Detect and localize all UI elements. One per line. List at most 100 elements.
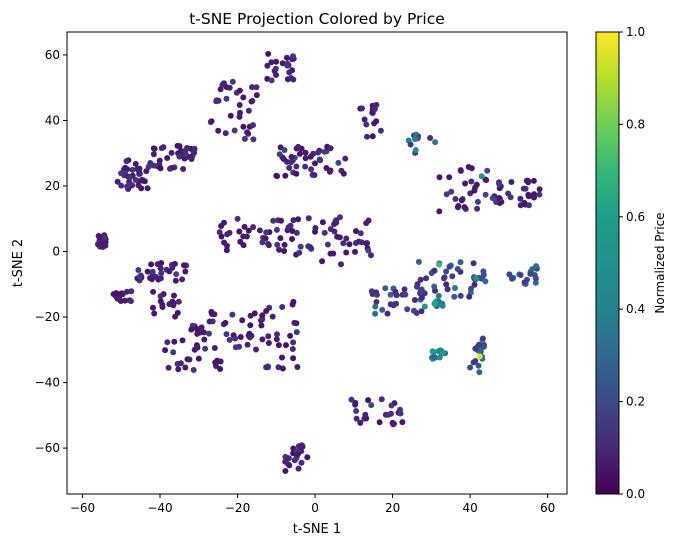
scatter-point — [524, 177, 531, 184]
scatter-point — [136, 273, 143, 280]
scatter-point — [432, 139, 439, 146]
scatter-point — [294, 451, 301, 458]
scatter-point — [295, 216, 302, 223]
scatter-point — [385, 411, 392, 418]
scatter-point — [229, 311, 236, 318]
scatter-point — [407, 141, 414, 148]
scatter-point — [443, 281, 450, 288]
scatter-point — [276, 246, 283, 253]
scatter-point — [241, 135, 248, 142]
x-axis-ticks: −60 −40 −20 0 20 40 60 — [70, 494, 555, 515]
scatter-point — [282, 172, 289, 179]
scatter-point — [278, 217, 284, 224]
scatter-point — [505, 190, 512, 197]
scatter-point — [532, 275, 539, 282]
scatter-point — [482, 191, 489, 198]
x-axis-label: t-SNE 1 — [293, 522, 341, 537]
scatter-point — [452, 285, 458, 291]
scatter-point — [221, 219, 227, 226]
scatter-point — [432, 301, 439, 307]
scatter-point — [321, 229, 328, 236]
scatter-point — [476, 353, 483, 360]
x-tick-label: 40 — [462, 501, 477, 515]
scatter-point — [175, 366, 182, 373]
x-tick-label: 60 — [540, 501, 555, 515]
scatter-point — [164, 155, 171, 161]
scatter-point — [180, 166, 187, 172]
scatter-point — [157, 298, 164, 305]
scatter-point — [279, 354, 285, 361]
scatter-point — [359, 105, 365, 112]
scatter-point — [357, 419, 364, 426]
scatter-point — [259, 239, 266, 246]
colorbar-tick-label: 0.6 — [626, 210, 645, 224]
scatter-point — [279, 60, 286, 67]
scatter-point — [240, 123, 247, 130]
scatter-point — [457, 292, 464, 299]
scatter-point — [268, 59, 275, 66]
scatter-point — [457, 259, 464, 266]
scatter-point — [279, 365, 286, 372]
scatter-point — [470, 359, 477, 366]
y-tick-label: −40 — [35, 376, 60, 390]
scatter-point — [249, 84, 255, 91]
scatter-point — [387, 301, 394, 308]
scatter-point — [517, 272, 524, 278]
scatter-point — [269, 313, 276, 320]
scatter-point — [110, 291, 117, 298]
scatter-point — [338, 261, 344, 268]
scatter-point — [521, 279, 528, 286]
scatter-point — [397, 406, 403, 413]
scatter-point — [468, 178, 475, 185]
scatter-point — [312, 160, 318, 167]
scatter-point — [118, 182, 125, 189]
chart-title: t-SNE Projection Colored by Price — [189, 10, 445, 28]
scatter-point — [327, 226, 334, 232]
scatter-point — [135, 267, 142, 273]
scatter-point — [145, 163, 152, 170]
scatter-point — [263, 364, 270, 371]
scatter-point — [480, 268, 487, 275]
scatter-point — [281, 147, 288, 153]
scatter-point — [290, 298, 297, 305]
scatter-point — [393, 292, 400, 299]
scatter-point — [186, 356, 193, 363]
scatter-point — [276, 151, 283, 158]
scatter-point — [164, 339, 171, 346]
scatter-point — [307, 244, 313, 250]
y-tick-label: 0 — [52, 245, 60, 259]
scatter-point — [179, 276, 186, 283]
scatter-point — [222, 130, 229, 137]
scatter-point — [296, 249, 303, 256]
colorbar-label: Normalized Price — [653, 212, 667, 313]
scatter-point — [229, 78, 236, 85]
scatter-point — [417, 276, 424, 283]
scatter-point — [429, 348, 436, 355]
scatter-point — [529, 266, 536, 273]
scatter-point — [474, 205, 481, 212]
scatter-point — [148, 261, 155, 268]
scatter-point — [195, 355, 202, 362]
scatter-point — [530, 177, 537, 184]
scatter-point — [342, 155, 349, 162]
y-tick-label: −60 — [35, 441, 60, 455]
scatter-point — [283, 54, 290, 61]
scatter-point — [446, 174, 453, 181]
scatter-point — [275, 342, 282, 349]
scatter-point — [226, 336, 233, 343]
scatter-point — [458, 197, 465, 204]
scatter-point — [427, 135, 434, 141]
scatter-point — [412, 136, 418, 143]
scatter-point — [223, 247, 230, 254]
scatter-point — [171, 260, 178, 267]
scatter-point — [287, 332, 294, 339]
scatter-point — [217, 358, 224, 365]
x-tick-label: 20 — [385, 501, 400, 515]
scatter-point — [484, 167, 491, 174]
y-axis-ticks: −60 −40 −20 0 20 40 60 — [35, 48, 67, 455]
scatter-point — [247, 334, 253, 341]
scatter-point — [284, 62, 291, 69]
x-tick-label: 0 — [311, 501, 319, 515]
scatter-point — [122, 169, 129, 176]
scatter-point — [182, 364, 189, 371]
